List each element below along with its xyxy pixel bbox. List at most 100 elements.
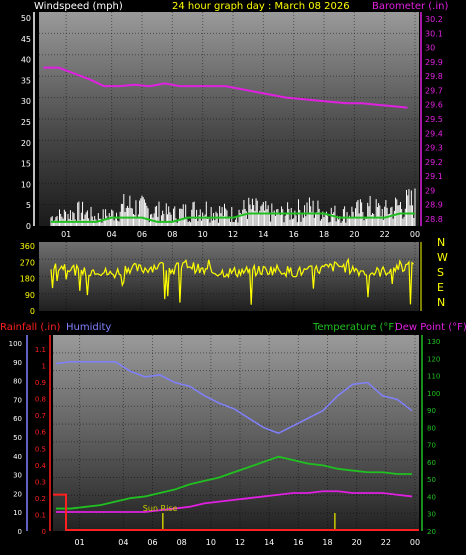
y-tick-label-humidity: 60 <box>13 415 22 423</box>
y-tick-label-barometer: 29.9 <box>425 58 443 67</box>
x-tick-label: 00 <box>410 230 420 239</box>
y-tick-label-temperature: 70 <box>427 442 436 450</box>
barometer-axis-title: Barometer (.in) <box>372 1 448 12</box>
compass-label: S <box>437 266 444 279</box>
windspeed-axis-title: Windspeed (mph) <box>34 1 123 12</box>
chart-title: 24 hour graph day : March 08 2026 <box>172 1 350 12</box>
temperature-panel-bg <box>53 335 419 531</box>
y-tick-label-direction: 180 <box>20 275 35 284</box>
y-tick-label-temperature: 100 <box>427 390 440 398</box>
y-tick-label-rainfall: 0 <box>42 528 46 536</box>
y-tick-label-temperature: 50 <box>427 476 436 484</box>
x-tick-label: 22 <box>380 230 390 239</box>
y-tick-label-rainfall: 0.4 <box>35 462 47 470</box>
y-tick-label-rainfall: 0.9 <box>35 379 46 387</box>
x-tick-label: 01 <box>61 230 71 239</box>
y-tick-label-humidity: 40 <box>13 453 22 461</box>
x-tick-label: 12 <box>228 230 238 239</box>
y-tick-label-windspeed: 50 <box>21 14 31 23</box>
y-tick-label-rainfall: 0.3 <box>35 478 46 486</box>
x-tick-label: 08 <box>177 538 187 547</box>
y-tick-label-humidity: 0 <box>18 528 22 536</box>
y-tick-label-humidity: 70 <box>13 396 22 404</box>
y-tick-label-windspeed: 35 <box>21 76 31 85</box>
y-tick-label-barometer: 29.5 <box>425 115 443 124</box>
temperature-line <box>56 455 412 510</box>
x-tick-label: 00 <box>410 538 420 547</box>
y-tick-label-barometer: 29.8 <box>425 72 443 81</box>
y-tick-label-rainfall: 0.8 <box>35 396 46 404</box>
y-tick-label-windspeed: 25 <box>21 118 31 127</box>
y-tick-label-barometer: 29.2 <box>425 158 443 167</box>
x-tick-label: 10 <box>198 230 208 239</box>
direction-panel-grid <box>39 242 419 311</box>
compass-label: N <box>437 236 445 249</box>
rainfall-line <box>53 493 419 531</box>
x-tick-label: 14 <box>264 538 274 547</box>
y-tick-label-barometer: 30.2 <box>425 15 443 24</box>
y-tick-label-windspeed: 5 <box>26 201 31 210</box>
y-tick-label-humidity: 80 <box>13 378 22 386</box>
y-tick-label-rainfall: 0.6 <box>35 429 47 437</box>
y-tick-label-windspeed: 20 <box>21 139 31 148</box>
y-tick-label-windspeed: 45 <box>21 35 31 44</box>
y-tick-label-barometer: 29.3 <box>425 144 443 153</box>
x-tick-label: 20 <box>349 230 359 239</box>
y-tick-label-barometer: 29.6 <box>425 101 443 110</box>
y-tick-label-temperature: 110 <box>427 373 440 381</box>
y-tick-label-barometer: 28.8 <box>425 215 443 224</box>
y-tick-label-direction: 360 <box>20 242 35 251</box>
x-tick-label: 08 <box>167 230 177 239</box>
y-tick-label-windspeed: 30 <box>21 97 31 106</box>
y-tick-label-rainfall: 0.5 <box>35 445 46 453</box>
y-tick-label-direction: 0 <box>30 307 35 316</box>
y-tick-label-windspeed: 10 <box>21 180 31 189</box>
compass-label: N <box>437 296 445 309</box>
y-tick-label-barometer: 30.1 <box>425 29 443 38</box>
y-tick-label-windspeed: 15 <box>21 160 31 169</box>
y-tick-label-barometer: 30 <box>425 44 435 53</box>
y-tick-label-rainfall: 0.7 <box>35 412 46 420</box>
wind-panel-bg <box>39 12 419 226</box>
y-tick-label-barometer: 29.4 <box>425 129 443 138</box>
x-tick-label: 06 <box>147 538 157 547</box>
humidity-axis-title: Humidity <box>66 322 111 333</box>
y-tick-label-temperature: 130 <box>427 338 440 346</box>
x-tick-label: 18 <box>322 538 332 547</box>
x-tick-label: 22 <box>381 538 391 547</box>
y-tick-label-temperature: 20 <box>427 528 436 536</box>
compass-label: E <box>437 281 444 294</box>
y-tick-label-barometer: 29.1 <box>425 172 443 181</box>
y-tick-label-temperature: 80 <box>427 424 436 432</box>
y-tick-label-windspeed: 40 <box>21 56 31 65</box>
y-tick-label-barometer: 29 <box>425 186 435 195</box>
sunrise-label: Sun Rise <box>143 504 178 513</box>
y-tick-label-barometer: 28.9 <box>425 201 443 210</box>
wind-panel-grid <box>39 12 419 226</box>
x-tick-label: 20 <box>352 538 362 547</box>
y-tick-label-direction: 270 <box>20 258 35 267</box>
x-tick-label: 14 <box>258 230 268 239</box>
x-tick-label: 04 <box>118 538 128 547</box>
compass-label: W <box>437 251 448 264</box>
temperature-panel-grid <box>53 335 419 531</box>
y-tick-label-temperature: 40 <box>427 493 436 501</box>
y-tick-label-temperature: 90 <box>427 407 436 415</box>
y-tick-label-rainfall: 0.2 <box>35 495 46 503</box>
x-tick-label: 16 <box>293 538 303 547</box>
barometer-line <box>43 66 408 109</box>
x-tick-label: 16 <box>289 230 299 239</box>
x-tick-label: 12 <box>235 538 245 547</box>
windgust-line <box>51 212 415 223</box>
y-tick-label-rainfall: 0.1 <box>35 511 46 519</box>
x-tick-label: 06 <box>137 230 147 239</box>
humidity-line <box>55 361 413 435</box>
y-tick-label-temperature: 60 <box>427 459 436 467</box>
y-tick-label-humidity: 20 <box>13 490 22 498</box>
dewpoint-axis-title: Dew Point (°F) <box>395 322 466 333</box>
y-tick-label-barometer: 29.7 <box>425 86 443 95</box>
y-tick-label-temperature: 120 <box>427 355 440 363</box>
